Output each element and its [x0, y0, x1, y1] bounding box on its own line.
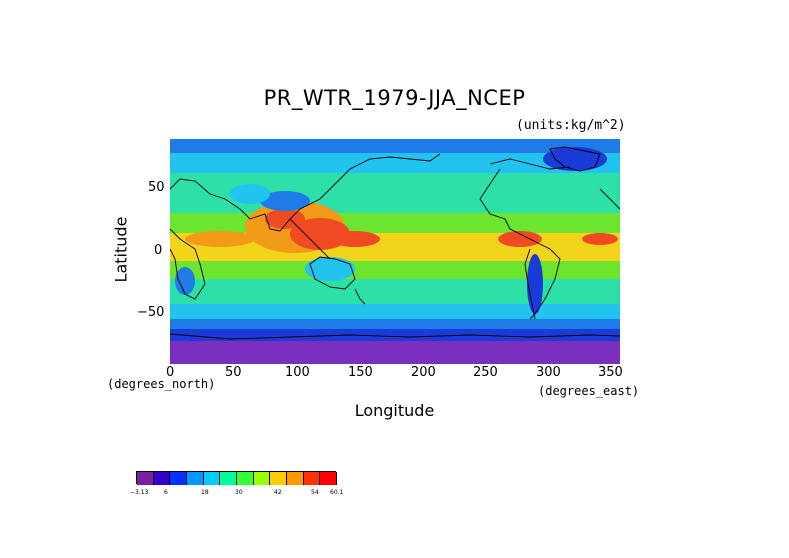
central-asia-cyan — [230, 184, 270, 204]
africa-south-blue — [175, 267, 195, 295]
band-north-high — [170, 153, 620, 173]
africa-red — [582, 233, 618, 245]
x-tick-200: 200 — [411, 365, 436, 380]
colorbar-segment — [170, 472, 187, 485]
colorbar-label-54: 54 — [311, 489, 319, 496]
band-antarctic-coast — [170, 329, 620, 341]
x-unit-left-label: (degrees_north) — [107, 377, 216, 391]
band-subtropic-s — [170, 261, 620, 279]
precipitable-water-map — [170, 139, 620, 364]
colorbar-label-42: 42 — [274, 489, 282, 496]
band-south-mid — [170, 279, 620, 304]
australia-cyan — [305, 257, 355, 281]
x-tick-0: 0 — [166, 365, 175, 380]
central-america-red — [498, 231, 542, 247]
colorbar-segment — [203, 472, 221, 485]
x-axis-label: Longitude — [354, 401, 435, 420]
colorbar-segment — [303, 472, 321, 485]
colorbar-label-18: 18 — [201, 489, 209, 496]
colorbar-segment — [320, 472, 337, 485]
bay-of-bengal-red — [265, 209, 305, 229]
colorbar-label-30: 30 — [235, 489, 243, 496]
band-subtropic-n — [170, 213, 620, 233]
y-tick-50: 50 — [148, 180, 165, 195]
colorbar-label-6: 6 — [164, 489, 168, 496]
x-tick-150: 150 — [348, 365, 373, 380]
x-tick-350: 350 — [598, 365, 623, 380]
x-tick-300: 300 — [536, 365, 561, 380]
greenland-blue — [543, 147, 607, 171]
map-svg — [170, 139, 620, 364]
x-tick-50: 50 — [225, 365, 242, 380]
colorbar-segment — [137, 472, 154, 485]
tibet-blue — [260, 191, 310, 211]
colorbar-label-min: −3.13 — [130, 489, 149, 496]
coastlines — [170, 146, 620, 340]
colorbar-segment — [153, 472, 171, 485]
band-southern-ocean — [170, 319, 620, 329]
colorbar-segment — [237, 472, 254, 485]
band-antarctica — [170, 341, 620, 364]
colorbar-segment — [287, 472, 304, 485]
colorbar-segment — [253, 472, 271, 485]
map-title: PR_WTR_1979-JJA_NCEP — [263, 86, 526, 110]
colorbar-segment — [270, 472, 287, 485]
colorbar — [136, 471, 337, 485]
x-tick-100: 100 — [285, 365, 310, 380]
colorbar-segment — [187, 472, 204, 485]
y-tick-0: 0 — [154, 243, 163, 258]
units-label: (units:kg/m^2) — [516, 118, 626, 133]
band-arctic — [170, 139, 620, 153]
atlantic-orange — [185, 231, 255, 247]
x-tick-250: 250 — [473, 365, 498, 380]
pacific-red — [330, 231, 380, 247]
x-unit-right-label: (degrees_east) — [538, 384, 640, 398]
band-south-high — [170, 304, 620, 319]
y-tick-minus50: −50 — [137, 305, 165, 320]
colorbar-label-max: 60.1 — [330, 489, 344, 496]
y-axis-label: Latitude — [111, 216, 131, 283]
colorbar-segment — [220, 472, 237, 485]
